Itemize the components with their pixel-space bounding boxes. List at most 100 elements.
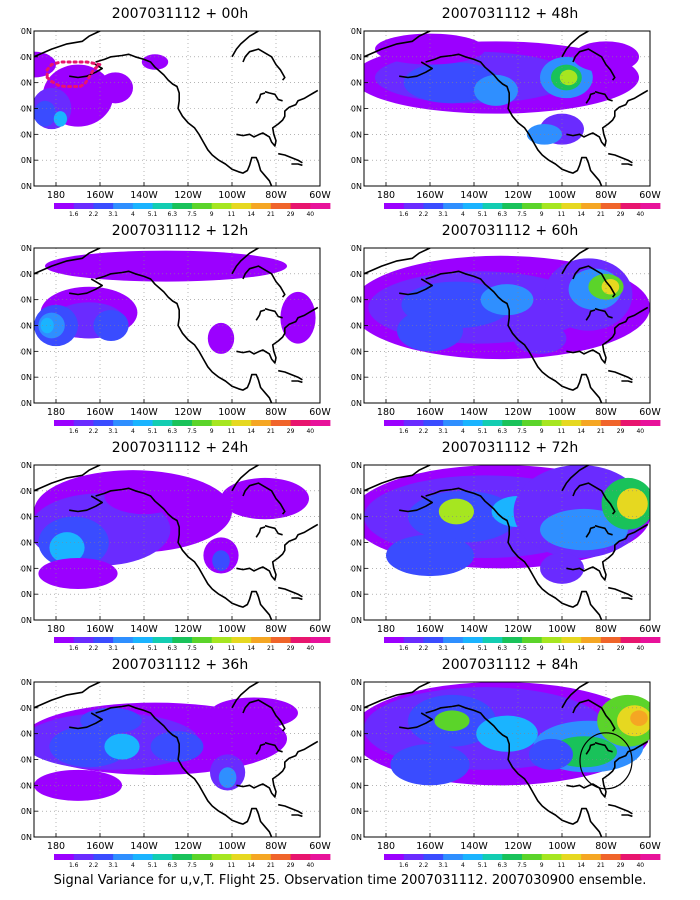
coastline bbox=[566, 306, 649, 364]
colorbar-swatch bbox=[211, 637, 232, 643]
colorbar-label: 6.3 bbox=[168, 862, 178, 869]
colorbar-swatch bbox=[113, 854, 134, 860]
colorbar-label: 4 bbox=[461, 211, 465, 218]
coastline bbox=[399, 495, 433, 513]
lat-tick-label: 60N bbox=[350, 270, 362, 279]
colorbar-label: 9 bbox=[210, 862, 214, 869]
colorbar-swatch bbox=[502, 203, 523, 209]
lon-tick-label: 160W bbox=[86, 407, 114, 418]
colorbar-label: 14 bbox=[247, 862, 255, 869]
variance-contour bbox=[438, 498, 474, 525]
colorbar-swatch bbox=[423, 854, 444, 860]
variance-field bbox=[364, 465, 650, 584]
observation-track bbox=[45, 60, 104, 88]
lat-tick-label: 10N bbox=[350, 616, 362, 625]
colorbar-swatch bbox=[132, 203, 153, 209]
lat-tick-label: 70N bbox=[20, 461, 32, 470]
panel-0: 2007031112 + 00h 70N 60N 50N 40N 30N 20N 10N 18… bbox=[20, 5, 350, 220]
variance-contour bbox=[34, 51, 56, 78]
colorbar-swatch bbox=[462, 637, 483, 643]
colorbar-label: 5.1 bbox=[148, 211, 158, 218]
coastline bbox=[561, 31, 589, 58]
coastline bbox=[425, 704, 603, 837]
colorbar-label: 29 bbox=[617, 428, 625, 435]
colorbar-swatch bbox=[211, 854, 232, 860]
colorbar-swatch bbox=[113, 420, 134, 426]
colorbar-swatch bbox=[522, 854, 543, 860]
lon-tick-label: 100W bbox=[548, 624, 576, 635]
coastline bbox=[364, 682, 431, 709]
coastline bbox=[594, 307, 613, 319]
colorbar-label: 6.3 bbox=[498, 211, 508, 218]
colorbar-label: 6.3 bbox=[168, 211, 178, 218]
coastline bbox=[425, 270, 603, 403]
colorbar-swatch bbox=[54, 203, 75, 209]
colorbar-label: 11 bbox=[558, 645, 566, 652]
colorbar-label: 4 bbox=[131, 862, 135, 869]
colorbar-swatch bbox=[192, 420, 213, 426]
coastline bbox=[572, 699, 616, 732]
panel-title: 2007031112 + 36h bbox=[111, 657, 249, 673]
colorbar-label: 6.3 bbox=[168, 645, 178, 652]
colorbar-label: 2.2 bbox=[419, 862, 429, 869]
colorbar-swatch bbox=[310, 637, 331, 643]
variance-contour bbox=[218, 767, 237, 788]
lon-tick-label: 120W bbox=[174, 407, 202, 418]
colorbar-swatch bbox=[620, 637, 641, 643]
lon-tick-label: 120W bbox=[174, 841, 202, 852]
variance-contour bbox=[45, 250, 287, 282]
colorbar-swatch bbox=[270, 420, 291, 426]
coastline bbox=[95, 704, 273, 837]
colorbar-label: 40 bbox=[306, 645, 314, 652]
colorbar-swatch bbox=[192, 854, 213, 860]
lon-tick-label: 180 bbox=[47, 190, 65, 201]
colorbar-swatch bbox=[251, 420, 272, 426]
colorbar-swatch bbox=[73, 637, 94, 643]
colorbar-label: 7.5 bbox=[187, 862, 197, 869]
coastline bbox=[236, 89, 319, 147]
coastline bbox=[95, 487, 273, 620]
colorbar-swatch bbox=[152, 854, 173, 860]
coastline bbox=[364, 31, 431, 58]
lat-tick-label: 60N bbox=[350, 487, 362, 496]
colorbar-label: 21 bbox=[267, 211, 275, 218]
colorbar-label: 40 bbox=[636, 862, 644, 869]
colorbar-label: 1.6 bbox=[69, 428, 79, 435]
variance-contour bbox=[40, 317, 54, 334]
colorbar-swatch bbox=[482, 637, 503, 643]
colorbar-swatch bbox=[384, 637, 405, 643]
variance-contour bbox=[617, 488, 648, 520]
variance-contour bbox=[207, 322, 235, 354]
variance-contour bbox=[210, 697, 298, 729]
panel-7: 2007031112 + 84h 70N 60N 50N 40N 30N 20N 10N 18… bbox=[350, 656, 680, 871]
colorbar-label: 40 bbox=[306, 211, 314, 218]
coastlines bbox=[34, 465, 319, 620]
lat-tick-label: 30N bbox=[20, 781, 32, 790]
panel-3: 2007031112 + 60h 70N 60N 50N 40N 30N 20N 10N 18… bbox=[350, 222, 680, 437]
colorbar-label: 14 bbox=[577, 645, 585, 652]
colorbar-label: 1.6 bbox=[69, 211, 79, 218]
variance-map: 70N 60N 50N 40N 30N 20N 10N 180 160W 140W 120W 100W… bbox=[20, 678, 331, 869]
colorbar-label: 11 bbox=[558, 428, 566, 435]
colorbar-label: 7.5 bbox=[517, 645, 527, 652]
colorbar-swatch bbox=[620, 203, 641, 209]
lat-tick-label: 20N bbox=[20, 373, 32, 382]
lat-tick-label: 10N bbox=[350, 182, 362, 191]
colorbar-swatch bbox=[423, 203, 444, 209]
variance-map: 70N 60N 50N 40N 30N 20N 10N 180 160W 140W 120W 100W… bbox=[20, 27, 331, 218]
lon-tick-label: 80W bbox=[595, 407, 617, 418]
lat-tick-label: 50N bbox=[350, 79, 362, 88]
colorbar-label: 4 bbox=[461, 862, 465, 869]
coastline bbox=[264, 90, 283, 102]
lon-tick-label: 60W bbox=[639, 841, 661, 852]
lon-tick-label: 60W bbox=[639, 190, 661, 201]
coastline bbox=[69, 712, 103, 730]
coastline bbox=[69, 61, 103, 79]
lat-tick-label: 30N bbox=[20, 130, 32, 139]
coastline bbox=[291, 380, 303, 384]
colorbar-label: 1.6 bbox=[399, 428, 409, 435]
coastline bbox=[572, 265, 616, 298]
colorbar-label: 29 bbox=[617, 862, 625, 869]
coastline bbox=[255, 526, 266, 538]
variance-contour bbox=[141, 54, 169, 70]
